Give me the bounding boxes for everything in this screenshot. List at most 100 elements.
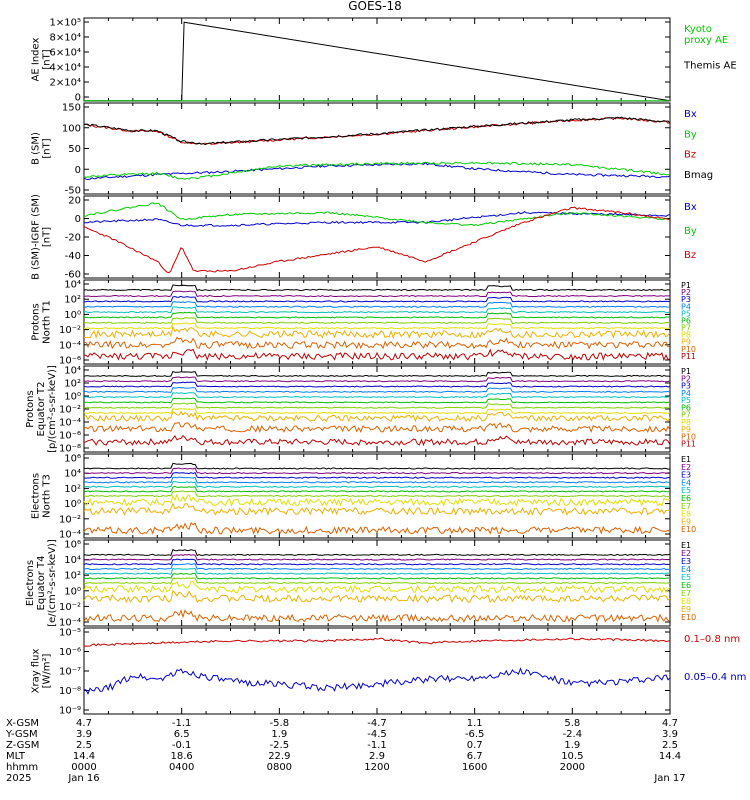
legend-entry-e1: E10 <box>681 525 696 534</box>
y-tick-label-e2: 10² <box>64 571 81 582</box>
legend-entry-e2: E9 <box>681 605 691 614</box>
legend-entry-p1: P2 <box>681 288 691 297</box>
y-axis-label-p2: Protons <box>25 390 36 427</box>
y-tick-label-e1: 10⁰ <box>64 499 81 510</box>
legend-entry-ae: Kyoto <box>684 24 712 35</box>
legend-entry-bres: Bx <box>684 202 697 213</box>
y-tick-label-e1: 10² <box>64 484 81 495</box>
series-line-e2-2 <box>83 553 671 561</box>
series-line-bsm-by <box>83 161 671 180</box>
x-axis-row-label: Y-GSM <box>5 729 38 740</box>
legend-entry-bres: By <box>684 226 697 237</box>
series-line-p2-3 <box>83 381 671 388</box>
series-line-e1-5 <box>83 481 671 488</box>
y-tick-label-xray: 10⁻⁶ <box>59 647 81 658</box>
y-tick-label-ae: 2×10⁴ <box>50 78 81 89</box>
y-axis-label-p2: [p/(cm²-s-sr-keV)] <box>47 365 58 453</box>
x-axis-value: 1.1 <box>467 718 483 729</box>
legend-entry-p2: P4 <box>681 389 691 398</box>
series-line-p2-9 <box>83 410 671 423</box>
series-line-p2-11 <box>83 434 671 447</box>
legend-entry-e1: E7 <box>681 502 691 511</box>
x-axis-value: 2.9 <box>369 751 385 762</box>
legend-entry-e2: E3 <box>681 557 691 566</box>
y-tick-label-e1: 10⁶ <box>64 454 81 465</box>
series-line-e2-5 <box>83 567 671 575</box>
series-line-p2-10 <box>83 422 671 434</box>
y-tick-label-xray: 10⁻⁵ <box>59 628 81 639</box>
series-line-e1-10 <box>83 521 671 535</box>
legend-entry-p1: P4 <box>681 302 691 311</box>
x-axis-value: 1200 <box>364 762 389 773</box>
y-tick-label-p2: 10⁰ <box>64 392 81 403</box>
y-tick-label-ae: 8×10⁴ <box>50 33 81 44</box>
series-line-xray-00504nm <box>83 667 671 695</box>
x-axis-value: 3.9 <box>662 729 678 740</box>
series-line-e1-6 <box>83 485 671 493</box>
legend-entry-p1: P6 <box>681 316 691 325</box>
series-line-ae <box>84 21 671 102</box>
legend-entry-bsm: By <box>684 129 697 140</box>
series-line-e2-4 <box>83 563 671 571</box>
series-line-bsm-bz <box>83 116 671 145</box>
y-tick-label-bres: -40 <box>65 251 81 262</box>
series-line-p1-8 <box>84 322 671 330</box>
x-axis-value: 1600 <box>462 762 487 773</box>
y-axis-label-ae: AE Index <box>31 37 42 81</box>
y-axis-label-e1: Electrons <box>31 473 42 519</box>
y-axis-label-bres: [nT] <box>42 227 53 247</box>
y-axis-label-p1: North T1 <box>42 300 53 344</box>
x-axis-value: 18.6 <box>171 751 193 762</box>
series-line-e2-9 <box>83 589 671 604</box>
y-tick-label-bres: -60 <box>65 270 81 281</box>
x-axis-value: 6.5 <box>174 729 190 740</box>
y-tick-label-e2: 10⁻⁴ <box>59 618 81 629</box>
x-axis-value: 2.5 <box>662 740 678 751</box>
y-tick-label-e2: 10⁰ <box>64 586 81 597</box>
legend-entry-p1: P5 <box>681 309 691 318</box>
page-title: GOES-18 <box>348 0 402 13</box>
legend-entry-p2: P7 <box>681 411 691 420</box>
x-axis-value: Jan 16 <box>67 773 99 784</box>
panel-frame-bsm <box>83 102 671 195</box>
legend-entry-p2: P5 <box>681 396 691 405</box>
y-tick-label-ae: 0 <box>75 93 81 104</box>
y-axis-label-p2: Equator T2 <box>36 382 47 437</box>
y-tick-label-p1: 10⁻⁶ <box>59 356 81 367</box>
series-line-e1-2 <box>83 467 671 475</box>
legend-entry-bsm: Bmag <box>684 170 713 181</box>
series-line-p2-6 <box>83 397 671 404</box>
y-tick-label-p2: 10⁻² <box>59 405 81 416</box>
series-line-p2-7 <box>83 402 671 409</box>
series-line-e2-6 <box>83 572 671 580</box>
x-axis-row-label: Z-GSM <box>6 740 39 751</box>
y-tick-label-e2: 10⁻² <box>59 602 81 613</box>
x-axis-value: 5.8 <box>564 718 580 729</box>
y-axis-label-bsm: [nT] <box>42 138 53 158</box>
series-line-e1-8 <box>83 493 671 508</box>
legend-entry-p1: P1 <box>681 281 691 290</box>
legend-entry-e2: E2 <box>681 549 691 558</box>
legend-entry-bsm: Bx <box>684 109 697 120</box>
y-tick-label-p1: 10² <box>64 295 81 306</box>
y-axis-label-xray: [W/m²] <box>42 653 53 688</box>
legend-entry-ae: proxy AE <box>684 35 728 46</box>
x-axis-value: 2.5 <box>76 740 92 751</box>
legend-entry-p1: P11 <box>681 352 696 361</box>
y-tick-label-bsm: 100 <box>62 123 81 134</box>
x-axis-value: 6.7 <box>467 751 483 762</box>
legend-entry-e2: E7 <box>681 589 691 598</box>
series-line-e2-8 <box>83 580 671 594</box>
legend-entry-e2: E4 <box>681 565 691 574</box>
x-axis-value: -2.4 <box>563 729 583 740</box>
x-axis-row-label: 2025 <box>6 773 31 784</box>
series-line-e1-3 <box>83 472 671 479</box>
legend-entry-p2: P2 <box>681 374 691 383</box>
x-axis-value: -4.7 <box>367 718 387 729</box>
legend-entry-e2: E5 <box>681 573 691 582</box>
x-axis-value: Jan 17 <box>653 773 685 784</box>
y-tick-label-e1: 10⁻² <box>59 514 81 525</box>
legend-entry-p2: P11 <box>681 440 696 449</box>
x-axis-value: 0800 <box>267 762 292 773</box>
legend-entry-e1: E2 <box>681 463 691 472</box>
